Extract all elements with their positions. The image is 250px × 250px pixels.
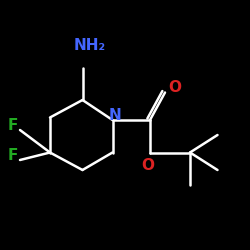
Text: F: F xyxy=(7,148,18,162)
Text: F: F xyxy=(7,118,18,132)
Text: NH₂: NH₂ xyxy=(74,38,106,52)
Text: O: O xyxy=(168,80,181,95)
Text: N: N xyxy=(108,108,122,122)
Text: O: O xyxy=(141,158,154,172)
